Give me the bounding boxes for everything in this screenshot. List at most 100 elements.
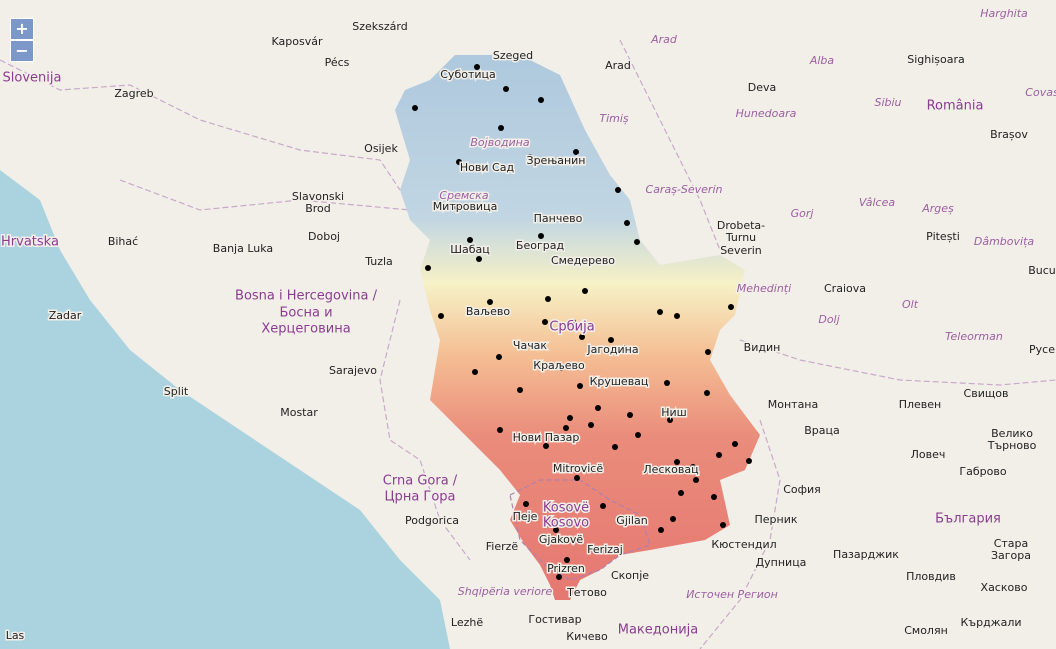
station-dot[interactable] xyxy=(664,380,670,386)
station-dot[interactable] xyxy=(538,233,544,239)
station-dot[interactable] xyxy=(657,309,663,315)
station-dot[interactable] xyxy=(472,369,478,375)
station-dot[interactable] xyxy=(612,444,618,450)
country-label: Crna Gora / xyxy=(383,474,458,489)
station-dot[interactable] xyxy=(556,574,562,580)
station-dot[interactable] xyxy=(523,501,529,507)
station-dot[interactable] xyxy=(496,354,502,360)
region-label: Vâlcea xyxy=(859,196,895,209)
station-dot[interactable] xyxy=(627,412,633,418)
station-dot[interactable] xyxy=(621,345,627,351)
country-label: Hrvatska xyxy=(1,235,59,250)
station-dot[interactable] xyxy=(497,427,503,433)
station-dot[interactable] xyxy=(542,319,548,325)
station-dot[interactable] xyxy=(538,97,544,103)
station-dot[interactable] xyxy=(425,265,431,271)
country-label: Slovenija xyxy=(3,71,62,86)
station-dot[interactable] xyxy=(543,443,549,449)
station-dot[interactable] xyxy=(667,417,673,423)
station-dot[interactable] xyxy=(579,334,585,340)
city-label: Pécs xyxy=(325,56,350,69)
city-label: Крушевац xyxy=(590,375,649,388)
station-dot[interactable] xyxy=(582,288,588,294)
zoom-in[interactable]: + xyxy=(10,18,34,40)
station-dot[interactable] xyxy=(732,441,738,447)
region-label: Војводина xyxy=(470,136,529,149)
station-dot[interactable] xyxy=(570,319,576,325)
station-dot[interactable] xyxy=(454,204,460,210)
city-label: Русе xyxy=(1029,343,1055,356)
city-label: Zadar xyxy=(49,309,82,322)
station-dot[interactable] xyxy=(558,365,564,371)
station-dot[interactable] xyxy=(487,299,493,305)
station-dot[interactable] xyxy=(467,237,473,243)
station-dot[interactable] xyxy=(527,154,533,160)
city-label: Скопје xyxy=(611,569,649,582)
station-dot[interactable] xyxy=(693,477,699,483)
city-label: Sighișoara xyxy=(907,53,965,66)
station-dot[interactable] xyxy=(720,522,726,528)
city-label: Split xyxy=(164,385,189,398)
city-label: Загора xyxy=(991,549,1031,562)
station-dot[interactable] xyxy=(674,313,680,319)
station-dot[interactable] xyxy=(545,296,551,302)
station-dot[interactable] xyxy=(746,458,752,464)
station-dot[interactable] xyxy=(476,256,482,262)
station-dot[interactable] xyxy=(517,387,523,393)
station-dot[interactable] xyxy=(577,383,583,389)
country-label: România xyxy=(927,99,984,114)
station-dot[interactable] xyxy=(412,105,418,111)
station-dot[interactable] xyxy=(670,516,676,522)
station-dot[interactable] xyxy=(608,337,614,343)
country-label: Херцеговина xyxy=(261,322,350,337)
station-dot[interactable] xyxy=(728,304,734,310)
city-label: Deva xyxy=(748,81,777,94)
sea xyxy=(0,170,450,649)
station-dot[interactable] xyxy=(438,313,444,319)
city-label: Doboj xyxy=(308,230,340,243)
zoom-out[interactable]: − xyxy=(10,40,34,62)
station-dot[interactable] xyxy=(678,490,684,496)
station-dot[interactable] xyxy=(690,464,696,470)
city-label: Шабац xyxy=(450,243,490,256)
station-dot[interactable] xyxy=(588,422,594,428)
station-dot[interactable] xyxy=(624,220,630,226)
city-label: Кичево xyxy=(566,630,608,643)
station-dot[interactable] xyxy=(658,527,664,533)
station-dot[interactable] xyxy=(553,527,559,533)
station-dot[interactable] xyxy=(711,494,717,500)
city-label: Лесковац xyxy=(643,463,698,476)
city-label: Ваљево xyxy=(466,305,510,318)
station-dot[interactable] xyxy=(634,239,640,245)
city-label: Banja Luka xyxy=(213,242,273,255)
region-label: Caraș-Severin xyxy=(646,183,723,196)
station-dot[interactable] xyxy=(595,405,601,411)
country-label: Kosovë xyxy=(543,501,589,516)
station-dot[interactable] xyxy=(705,349,711,355)
station-dot[interactable] xyxy=(456,159,462,165)
labels: Slovenija Hrvatska Bosna i Hercegovina / Бо… xyxy=(0,6,1056,645)
station-dot[interactable] xyxy=(635,432,641,438)
station-dot[interactable] xyxy=(716,452,722,458)
station-dot[interactable] xyxy=(574,475,580,481)
city-label: Търново xyxy=(987,439,1037,452)
station-dot[interactable] xyxy=(600,503,606,509)
city-label: Тетово xyxy=(566,586,607,599)
station-dot[interactable] xyxy=(615,187,621,193)
borders xyxy=(0,39,1056,649)
station-dot[interactable] xyxy=(704,390,710,396)
station-dot[interactable] xyxy=(573,149,579,155)
city-label: Brașov xyxy=(990,128,1028,141)
station-dot[interactable] xyxy=(567,415,573,421)
city-label: Панчево xyxy=(534,212,583,225)
station-dot[interactable] xyxy=(674,459,680,465)
station-dot[interactable] xyxy=(482,165,488,171)
station-dot[interactable] xyxy=(564,557,570,563)
station-dot[interactable] xyxy=(474,64,480,70)
station-dot[interactable] xyxy=(498,125,504,131)
station-dot[interactable] xyxy=(563,425,569,431)
station-dot[interactable] xyxy=(503,86,509,92)
city-label: Szekszárd xyxy=(352,20,407,33)
city-label: Tuzla xyxy=(364,255,393,268)
